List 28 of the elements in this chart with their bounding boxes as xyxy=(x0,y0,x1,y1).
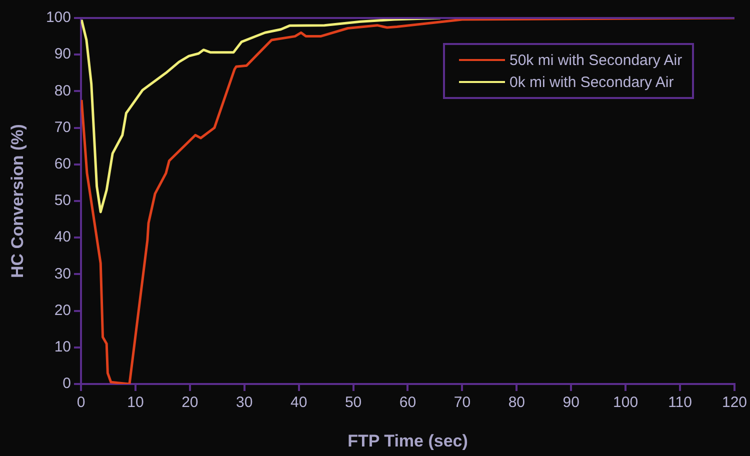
x-tick-label: 0 xyxy=(76,394,86,412)
y-tick-label: 80 xyxy=(54,82,71,100)
y-tick-label: 30 xyxy=(54,265,71,282)
y-tick-label: 60 xyxy=(54,156,71,173)
legend-label: 50k mi with Secondary Air xyxy=(509,52,682,68)
y-tick-label: 40 xyxy=(54,228,71,246)
x-tick-label: 60 xyxy=(399,394,416,412)
x-tick-label: 100 xyxy=(613,394,638,412)
x-axis-title: FTP Time (sec) xyxy=(348,431,468,450)
x-tick-label: 90 xyxy=(562,394,580,412)
x-tick-label: 70 xyxy=(454,394,471,412)
legend-label: 0k mi with Secondary Air xyxy=(509,74,674,90)
x-tick-label: 120 xyxy=(722,394,747,412)
y-tick-label: 0 xyxy=(62,375,71,392)
y-tick-label: 50 xyxy=(54,192,71,210)
x-tick-label: 50 xyxy=(344,394,362,412)
y-tick-label: 10 xyxy=(54,338,71,356)
y-tick-label: 20 xyxy=(54,302,71,319)
y-tick-label: 100 xyxy=(46,9,71,26)
y-tick-label: 70 xyxy=(54,118,71,136)
x-tick-label: 10 xyxy=(127,394,144,412)
x-tick-label: 110 xyxy=(668,394,692,412)
y-axis-title: HC Conversion (%) xyxy=(8,124,27,278)
x-tick-label: 40 xyxy=(290,394,308,412)
y-tick-label: 90 xyxy=(54,46,71,63)
x-tick-label: 30 xyxy=(236,394,253,412)
x-tick-label: 80 xyxy=(508,394,525,412)
x-tick-label: 20 xyxy=(182,394,198,412)
